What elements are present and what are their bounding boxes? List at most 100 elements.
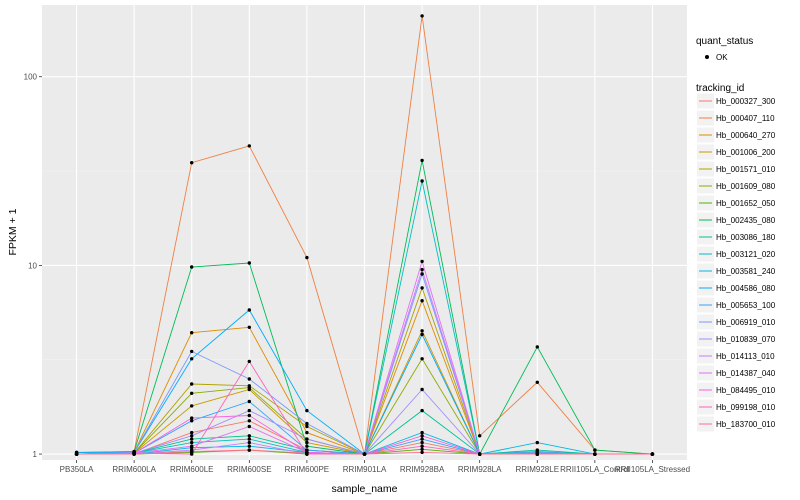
data-point xyxy=(535,345,539,349)
legend-item: Hb_000327_300 xyxy=(697,93,776,109)
series-points xyxy=(74,14,655,456)
legend-label: Hb_000640_270 xyxy=(716,131,776,140)
legend-item: Hb_006919_010 xyxy=(697,314,776,330)
data-point xyxy=(420,430,424,435)
legend-item: Hb_001609_080 xyxy=(697,178,776,194)
legend-label: Hb_001006_200 xyxy=(716,148,776,157)
data-point xyxy=(247,424,251,429)
data-point xyxy=(247,408,251,413)
data-point xyxy=(420,286,424,290)
data-point xyxy=(420,444,424,448)
data-point xyxy=(305,437,309,441)
legend-color-title: tracking_id xyxy=(696,83,744,94)
data-point xyxy=(190,452,194,456)
data-point xyxy=(420,332,424,337)
data-point xyxy=(305,421,309,426)
data-point xyxy=(420,408,424,413)
data-point xyxy=(190,419,194,423)
data-point xyxy=(420,259,424,264)
data-point xyxy=(420,299,424,303)
x-axis-title: sample_name xyxy=(332,483,398,495)
data-point xyxy=(247,419,251,423)
legend-item: Hb_001652_050 xyxy=(697,195,776,211)
data-point xyxy=(420,267,424,272)
legend-item: Hb_004586_080 xyxy=(697,280,776,296)
data-point xyxy=(478,452,482,456)
legend-item: Hb_000407_110 xyxy=(697,110,775,126)
data-point xyxy=(190,444,194,448)
data-point xyxy=(190,440,194,445)
data-point xyxy=(362,452,367,456)
data-point xyxy=(305,451,309,455)
data-point xyxy=(420,357,424,361)
data-point xyxy=(190,331,194,335)
data-point xyxy=(190,449,194,454)
legend-color-items: Hb_000327_300 Hb_000407_110 Hb_000640_270 H… xyxy=(697,93,776,432)
legend-label: Hb_010839_070 xyxy=(716,335,776,344)
legend-label: Hb_004586_080 xyxy=(716,284,776,293)
data-point xyxy=(420,434,424,438)
legend-label: Hb_005653_100 xyxy=(716,301,776,310)
legend-item: Hb_084495_010 xyxy=(697,382,776,398)
legend-label: Hb_000327_300 xyxy=(716,97,776,106)
legend-item: Hb_014387_040 xyxy=(697,365,776,381)
legend-item: Hb_003121_020 xyxy=(697,246,776,262)
y-tick-label: 10 xyxy=(28,261,37,270)
data-point xyxy=(420,179,424,183)
legend-item: Hb_099198_010 xyxy=(697,399,776,415)
legend-label: Hb_001609_080 xyxy=(716,182,776,191)
data-point xyxy=(247,385,251,390)
data-point xyxy=(420,387,424,392)
data-point xyxy=(247,261,251,265)
x-tick-label: RRIM928LE xyxy=(515,465,559,474)
legend: quant_status OK tracking_id Hb_000327_30… xyxy=(696,36,776,432)
y-axis: 1 10 100 xyxy=(24,73,42,459)
data-point xyxy=(247,448,251,452)
legend-label: Hb_001652_050 xyxy=(716,199,776,208)
x-tick-label: RRII105LA_Stressed xyxy=(615,465,690,474)
x-tick-label: RRIM901LA xyxy=(343,465,387,474)
legend-item: Hb_001571_010 xyxy=(697,161,776,177)
data-point xyxy=(650,452,655,456)
data-point xyxy=(190,430,194,435)
legend-point-key xyxy=(705,55,709,59)
data-point xyxy=(305,255,309,260)
data-point xyxy=(247,437,251,441)
legend-item: Hb_002435_080 xyxy=(697,212,776,228)
data-point xyxy=(247,399,251,404)
data-point xyxy=(305,440,309,445)
data-point xyxy=(247,144,251,148)
data-point xyxy=(190,349,194,354)
x-tick-label: RRIM928LA xyxy=(458,465,502,474)
data-point xyxy=(305,408,309,413)
data-point xyxy=(247,413,251,418)
legend-label: Hb_003086_180 xyxy=(716,233,776,242)
data-point xyxy=(190,382,194,386)
legend-label: Hb_183700_010 xyxy=(716,420,776,429)
y-tick-label: 100 xyxy=(24,73,38,82)
data-point xyxy=(305,424,309,429)
data-point xyxy=(593,448,597,452)
x-axis: PB350LA RRIM600LA RRIM600LE RRIM600SE RRIM60… xyxy=(60,460,690,474)
data-point xyxy=(190,265,194,269)
legend-item: Hb_010839_070 xyxy=(697,331,776,347)
data-point xyxy=(190,434,194,438)
x-tick-label: RRII105LA_Control xyxy=(560,465,630,474)
data-point xyxy=(535,452,539,456)
x-tick-label: RRIM600SE xyxy=(227,465,271,474)
data-point xyxy=(74,452,79,456)
data-point xyxy=(420,14,424,18)
data-point xyxy=(305,444,309,448)
data-point xyxy=(247,377,251,381)
legend-label: Hb_006919_010 xyxy=(716,318,776,327)
data-point xyxy=(420,437,424,441)
data-point xyxy=(190,416,194,420)
legend-shape-title: quant_status xyxy=(696,36,753,47)
legend-item: Hb_014113_010 xyxy=(697,348,775,364)
x-tick-label: RRIM600PE xyxy=(285,465,329,474)
data-point xyxy=(247,440,251,445)
legend-item: Hb_003086_180 xyxy=(697,229,776,245)
data-point xyxy=(190,437,194,441)
x-tick-label: PB350LA xyxy=(60,465,94,474)
